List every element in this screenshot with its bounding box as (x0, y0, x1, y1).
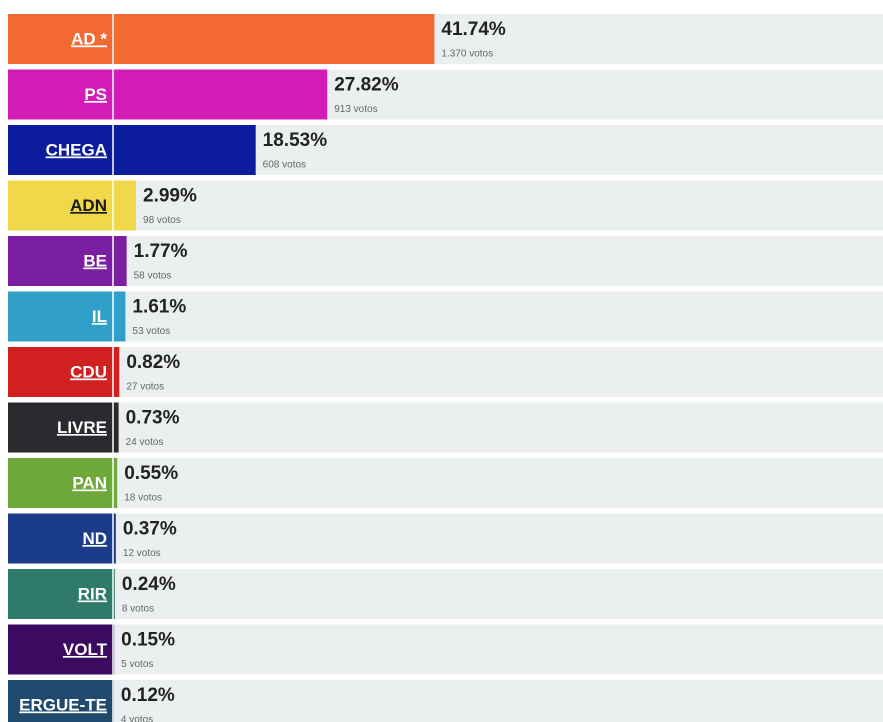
label-cell (8, 402, 113, 453)
bar (113, 69, 328, 120)
votes-label: 98 votos (143, 215, 181, 226)
percent-label: 1.77% (134, 241, 188, 262)
percent-label: 41.74% (441, 19, 506, 40)
votes-label: 18 votos (124, 493, 162, 504)
votes-label: 5 votos (121, 659, 153, 670)
track (113, 680, 883, 722)
label-cell (8, 569, 113, 619)
votes-label: 913 votos (334, 104, 377, 115)
party-name[interactable]: AD * (71, 29, 107, 48)
bar (113, 347, 120, 397)
percent-label: 18.53% (263, 130, 328, 151)
party-name[interactable]: BE (83, 251, 107, 270)
track (113, 569, 883, 619)
track (113, 180, 883, 231)
votes-label: 4 votos (121, 715, 153, 722)
bar (113, 180, 137, 231)
track (113, 458, 883, 508)
label-cell (8, 347, 113, 397)
percent-label: 2.99% (143, 186, 197, 207)
bar (113, 14, 435, 64)
party-name[interactable]: VOLT (63, 640, 108, 659)
label-cell (8, 458, 113, 508)
percent-label: 0.15% (121, 630, 175, 651)
party-name[interactable]: RIR (78, 584, 107, 603)
track (113, 291, 883, 342)
bar (113, 236, 127, 286)
track (113, 347, 883, 397)
percent-label: 0.12% (121, 685, 175, 706)
bar (113, 402, 119, 453)
party-name[interactable]: ADN (70, 196, 107, 215)
label-cell (8, 624, 113, 675)
percent-label: 0.37% (123, 519, 177, 540)
label-cell (8, 180, 113, 231)
votes-label: 8 votos (122, 604, 154, 615)
bar (113, 291, 126, 342)
label-cell (8, 291, 113, 342)
bar (113, 569, 115, 619)
label-cell (8, 125, 113, 175)
votes-label: 58 votos (134, 271, 172, 282)
track (113, 513, 883, 564)
votes-label: 27 votos (126, 382, 164, 393)
votes-label: 12 votos (123, 548, 161, 559)
party-name[interactable]: ND (82, 529, 107, 548)
bar (113, 513, 116, 564)
party-name[interactable]: ERGUE-TE (19, 695, 107, 714)
percent-label: 1.61% (132, 297, 186, 318)
votes-label: 1.370 votos (441, 49, 493, 60)
bar (113, 458, 118, 508)
votes-label: 53 votos (132, 326, 170, 337)
label-cell (8, 14, 113, 64)
label-cell (8, 69, 113, 120)
percent-label: 27.82% (334, 75, 399, 96)
percent-label: 0.73% (126, 408, 180, 429)
votes-label: 608 votos (263, 160, 306, 171)
label-cell (8, 513, 113, 564)
party-name[interactable]: CHEGA (46, 140, 107, 159)
track (113, 624, 883, 675)
track (113, 236, 883, 286)
party-name[interactable]: LIVRE (57, 418, 107, 437)
party-name[interactable]: CDU (70, 362, 107, 381)
votes-label: 24 votos (126, 437, 164, 448)
percent-label: 0.55% (124, 463, 178, 484)
label-cell (8, 680, 113, 722)
party-name[interactable]: IL (92, 307, 107, 326)
party-name[interactable]: PAN (72, 473, 107, 492)
percent-label: 0.24% (122, 574, 176, 595)
label-cell (8, 236, 113, 286)
party-name[interactable]: PS (84, 85, 107, 104)
bar (113, 125, 256, 175)
percent-label: 0.82% (126, 352, 180, 373)
track (113, 402, 883, 453)
